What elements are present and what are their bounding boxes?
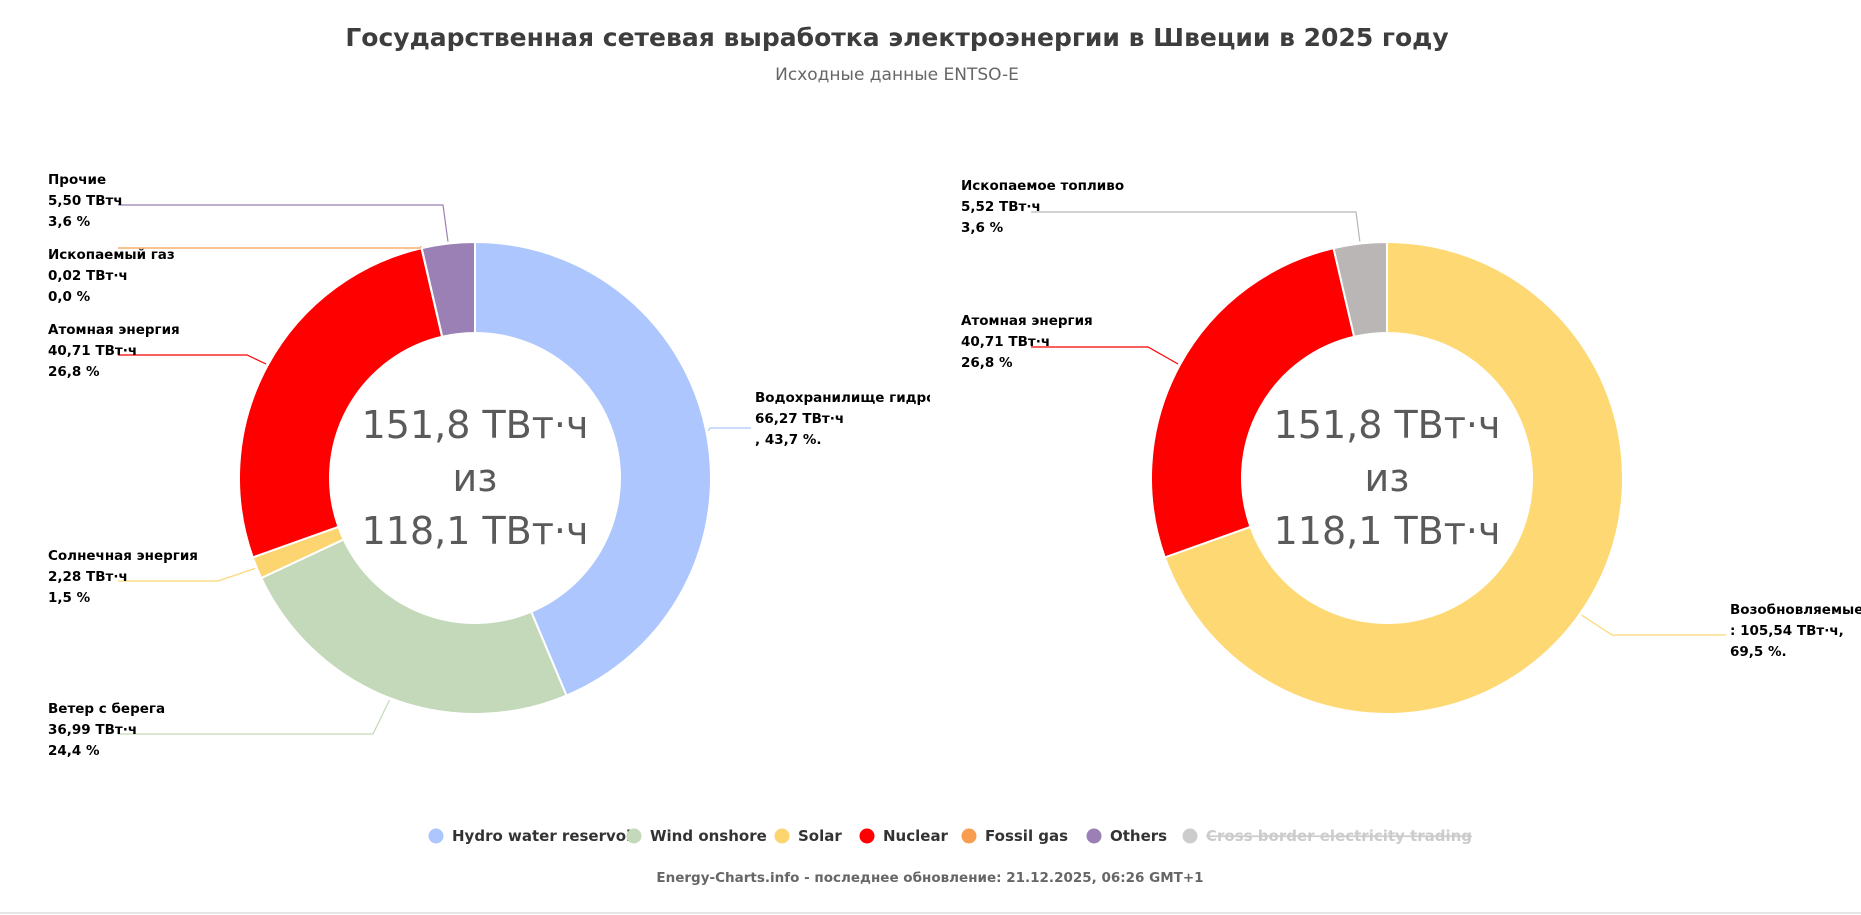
chart-title: Государственная сетевая выработка электр… bbox=[345, 23, 1448, 52]
center-text-line-1: из bbox=[1365, 456, 1410, 500]
leader-line-nuclear2 bbox=[1031, 346, 1179, 365]
data-label-fossil-name: Ископаемое топливо bbox=[961, 178, 1124, 194]
donut-chart-sources: Водохранилище гидроэл 66,27 ТВт·ч , 43,7 %… bbox=[48, 172, 953, 759]
data-label-nuclear2-value: 40,71 ТВт·ч bbox=[961, 334, 1050, 350]
legend-label: Wind onshore bbox=[650, 827, 767, 845]
slice-nuclear[interactable] bbox=[238, 246, 444, 559]
leader-line-solar bbox=[118, 567, 256, 582]
data-label-wind-name: Ветер с берега bbox=[48, 701, 165, 717]
data-label-hydro-pct: , 43,7 %. bbox=[755, 432, 822, 448]
data-label-wind-pct: 24,4 % bbox=[48, 743, 100, 759]
legend-label: Nuclear bbox=[883, 827, 949, 845]
center-text-line-1: из bbox=[453, 456, 498, 500]
slice-hydro[interactable] bbox=[474, 240, 712, 697]
slice-nuclear2[interactable] bbox=[1150, 246, 1356, 559]
legend-marker bbox=[774, 828, 790, 844]
data-label-gas-name: Ископаемый газ bbox=[48, 247, 175, 263]
data-label-renew-pct: 69,5 %. bbox=[1730, 644, 1787, 660]
data-label-renew-value: : 105,54 ТВт·ч, bbox=[1730, 623, 1844, 639]
legend-label: Others bbox=[1110, 827, 1167, 845]
legend-item-6[interactable]: Cross border electricity trading bbox=[1182, 827, 1473, 845]
legend-marker bbox=[1086, 828, 1102, 844]
legend-item-4[interactable]: Fossil gas bbox=[961, 827, 1069, 845]
legend-marker bbox=[859, 828, 875, 844]
data-label-fossil-pct: 3,6 % bbox=[961, 220, 1004, 236]
footer-credit[interactable]: Energy-Charts.info - последнее обновлени… bbox=[656, 870, 1203, 886]
legend-marker bbox=[428, 828, 444, 844]
slice-fossil[interactable] bbox=[1332, 240, 1388, 338]
center-text-line-2: 118,1 ТВт·ч bbox=[1274, 509, 1501, 553]
data-label-nuclear-value: 40,71 ТВт·ч bbox=[48, 343, 137, 359]
data-label-others-name: Прочие bbox=[48, 172, 106, 188]
center-text-line-0: 151,8 ТВт·ч bbox=[362, 403, 589, 447]
data-label-wind-value: 36,99 ТВт·ч bbox=[48, 722, 137, 738]
bottom-divider bbox=[0, 912, 1861, 914]
leader-line-renew bbox=[1581, 614, 1726, 636]
data-label-hydro-name: Водохранилище гидроэл bbox=[755, 390, 953, 406]
data-label-solar-pct: 1,5 % bbox=[48, 590, 91, 606]
data-label-nuclear2-pct: 26,8 % bbox=[961, 355, 1013, 371]
leader-line-nuclear bbox=[118, 354, 267, 365]
center-text-line-2: 118,1 ТВт·ч bbox=[362, 509, 589, 553]
data-label-gas-value: 0,02 ТВт·ч bbox=[48, 268, 128, 284]
leader-line-hydro bbox=[707, 427, 751, 432]
legend-item-0[interactable]: Hydro water reservoir bbox=[428, 827, 640, 845]
slice-renew[interactable] bbox=[1163, 240, 1624, 715]
data-label-hydro-value: 66,27 ТВт·ч bbox=[755, 411, 844, 427]
data-label-others-pct: 3,6 % bbox=[48, 214, 91, 230]
data-label-fossil-value: 5,52 ТВт·ч bbox=[961, 199, 1041, 215]
slice-wind[interactable] bbox=[259, 538, 568, 715]
donut-chart-categories: Возобновляемые : 105,54 ТВт·ч, 69,5 %. Атом… bbox=[961, 178, 1861, 715]
slice-others[interactable] bbox=[420, 240, 476, 338]
legend-item-1[interactable]: Wind onshore bbox=[626, 827, 767, 845]
center-text-line-0: 151,8 ТВт·ч bbox=[1274, 403, 1501, 447]
data-label-solar-value: 2,28 ТВт·ч bbox=[48, 569, 128, 585]
data-label-others-value: 5,50 ТВтч bbox=[48, 193, 123, 209]
leader-line-fossil bbox=[1031, 211, 1361, 242]
data-label-solar-name: Солнечная энергия bbox=[48, 548, 198, 564]
legend-item-3[interactable]: Nuclear bbox=[859, 827, 949, 845]
leader-line-wind bbox=[118, 699, 391, 735]
legend-label: Solar bbox=[798, 827, 842, 845]
leader-line-gas bbox=[118, 245, 422, 249]
chart-subtitle: Исходные данные ENTSO-E bbox=[775, 65, 1019, 85]
legend-marker bbox=[1182, 828, 1198, 844]
data-label-nuclear2-name: Атомная энергия bbox=[961, 313, 1093, 329]
legend-marker bbox=[961, 828, 977, 844]
legend: Hydro water reservoir Wind onshore Solar Nu… bbox=[428, 827, 1473, 845]
leader-line-others bbox=[118, 204, 449, 242]
data-label-gas-pct: 0,0 % bbox=[48, 289, 91, 305]
legend-label: Hydro water reservoir bbox=[452, 827, 639, 845]
legend-item-2[interactable]: Solar bbox=[774, 827, 843, 845]
data-label-nuclear-pct: 26,8 % bbox=[48, 364, 100, 380]
legend-label: Fossil gas bbox=[985, 827, 1068, 845]
legend-marker bbox=[626, 828, 642, 844]
data-label-renew-name: Возобновляемые bbox=[1730, 602, 1861, 618]
legend-item-5[interactable]: Others bbox=[1086, 827, 1168, 845]
data-label-nuclear-name: Атомная энергия bbox=[48, 322, 180, 338]
